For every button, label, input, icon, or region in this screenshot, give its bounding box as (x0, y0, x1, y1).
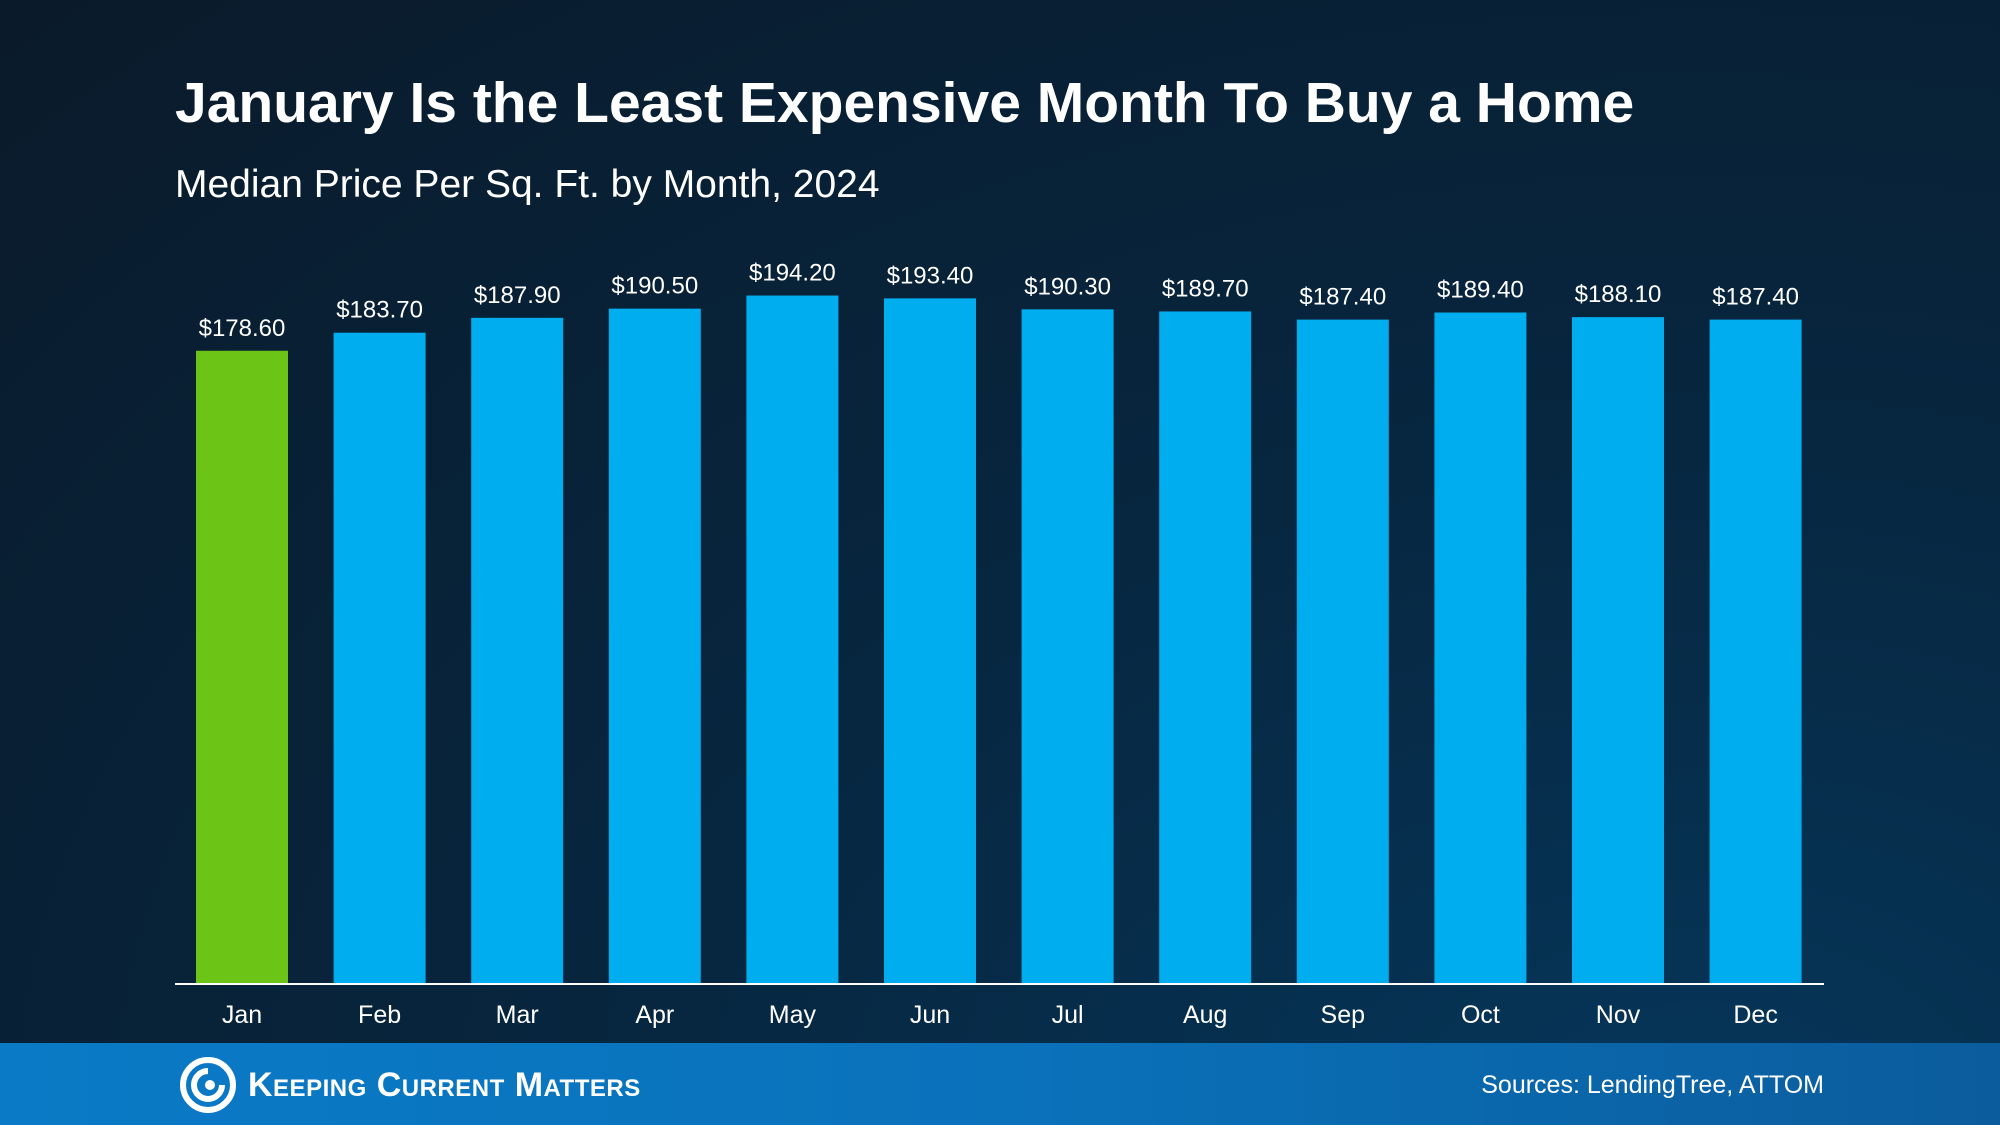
bars-group: $178.60 Jan $183.70 Feb $187.90 Mar $190.50 Apr… (196, 260, 1802, 1029)
x-tick-label-jun: Jun (910, 1001, 950, 1029)
data-label-feb: $183.70 (336, 297, 423, 324)
x-tick-label-oct: Oct (1461, 1001, 1500, 1029)
bar-may (746, 295, 839, 984)
data-label-aug: $189.70 (1162, 275, 1249, 302)
bar-jun (884, 298, 976, 983)
data-label-jun: $193.40 (887, 262, 974, 289)
swirl-logo-icon (180, 1057, 236, 1113)
bar-sep (1296, 319, 1389, 983)
x-tick-label-nov: Nov (1596, 1001, 1641, 1029)
data-label-oct: $189.40 (1437, 277, 1524, 304)
x-tick-label-feb: Feb (358, 1001, 401, 1029)
sources-text: Sources: LendingTree, ATTOM (1481, 1071, 1824, 1099)
x-tick-label-jan: Jan (222, 1001, 262, 1029)
data-label-dec: $187.40 (1712, 284, 1799, 311)
bar-mar (471, 317, 564, 984)
brand-name: Keeping Current Matters (248, 1065, 641, 1104)
bar-dec (1709, 319, 1802, 983)
x-tick-label-dec: Dec (1733, 1001, 1777, 1029)
x-tick-label-jul: Jul (1052, 1001, 1084, 1029)
data-label-may: $194.20 (749, 260, 836, 287)
brand-logo: Keeping Current Matters (180, 1057, 641, 1113)
data-label-jul: $190.30 (1024, 273, 1111, 300)
bar-feb (333, 332, 426, 983)
bar-jan (196, 350, 288, 984)
bar-aug (1159, 311, 1252, 983)
chart-subtitle: Median Price Per Sq. Ft. by Month, 2024 (175, 163, 880, 206)
bar-jul (1021, 309, 1114, 983)
bar-nov (1572, 317, 1664, 984)
data-label-nov: $188.10 (1575, 281, 1662, 308)
data-label-jan: $178.60 (199, 315, 286, 342)
bar-oct (1434, 312, 1527, 983)
chart-title: January Is the Least Expensive Month To … (175, 71, 1635, 135)
x-tick-label-mar: Mar (496, 1001, 539, 1029)
x-tick-label-aug: Aug (1183, 1001, 1227, 1029)
x-tick-label-may: May (769, 1001, 817, 1029)
x-tick-label-sep: Sep (1321, 1001, 1365, 1029)
bar-chart: $178.60 Jan $183.70 Feb $187.90 Mar $190.50 Apr… (196, 260, 1802, 1029)
data-label-apr: $190.50 (611, 273, 698, 300)
data-label-sep: $187.40 (1299, 284, 1386, 311)
bar-apr (608, 308, 701, 983)
data-label-mar: $187.90 (474, 282, 561, 309)
x-tick-label-apr: Apr (635, 1001, 674, 1029)
footer-bar: Keeping Current Matters Sources: Lending… (0, 1043, 2000, 1125)
